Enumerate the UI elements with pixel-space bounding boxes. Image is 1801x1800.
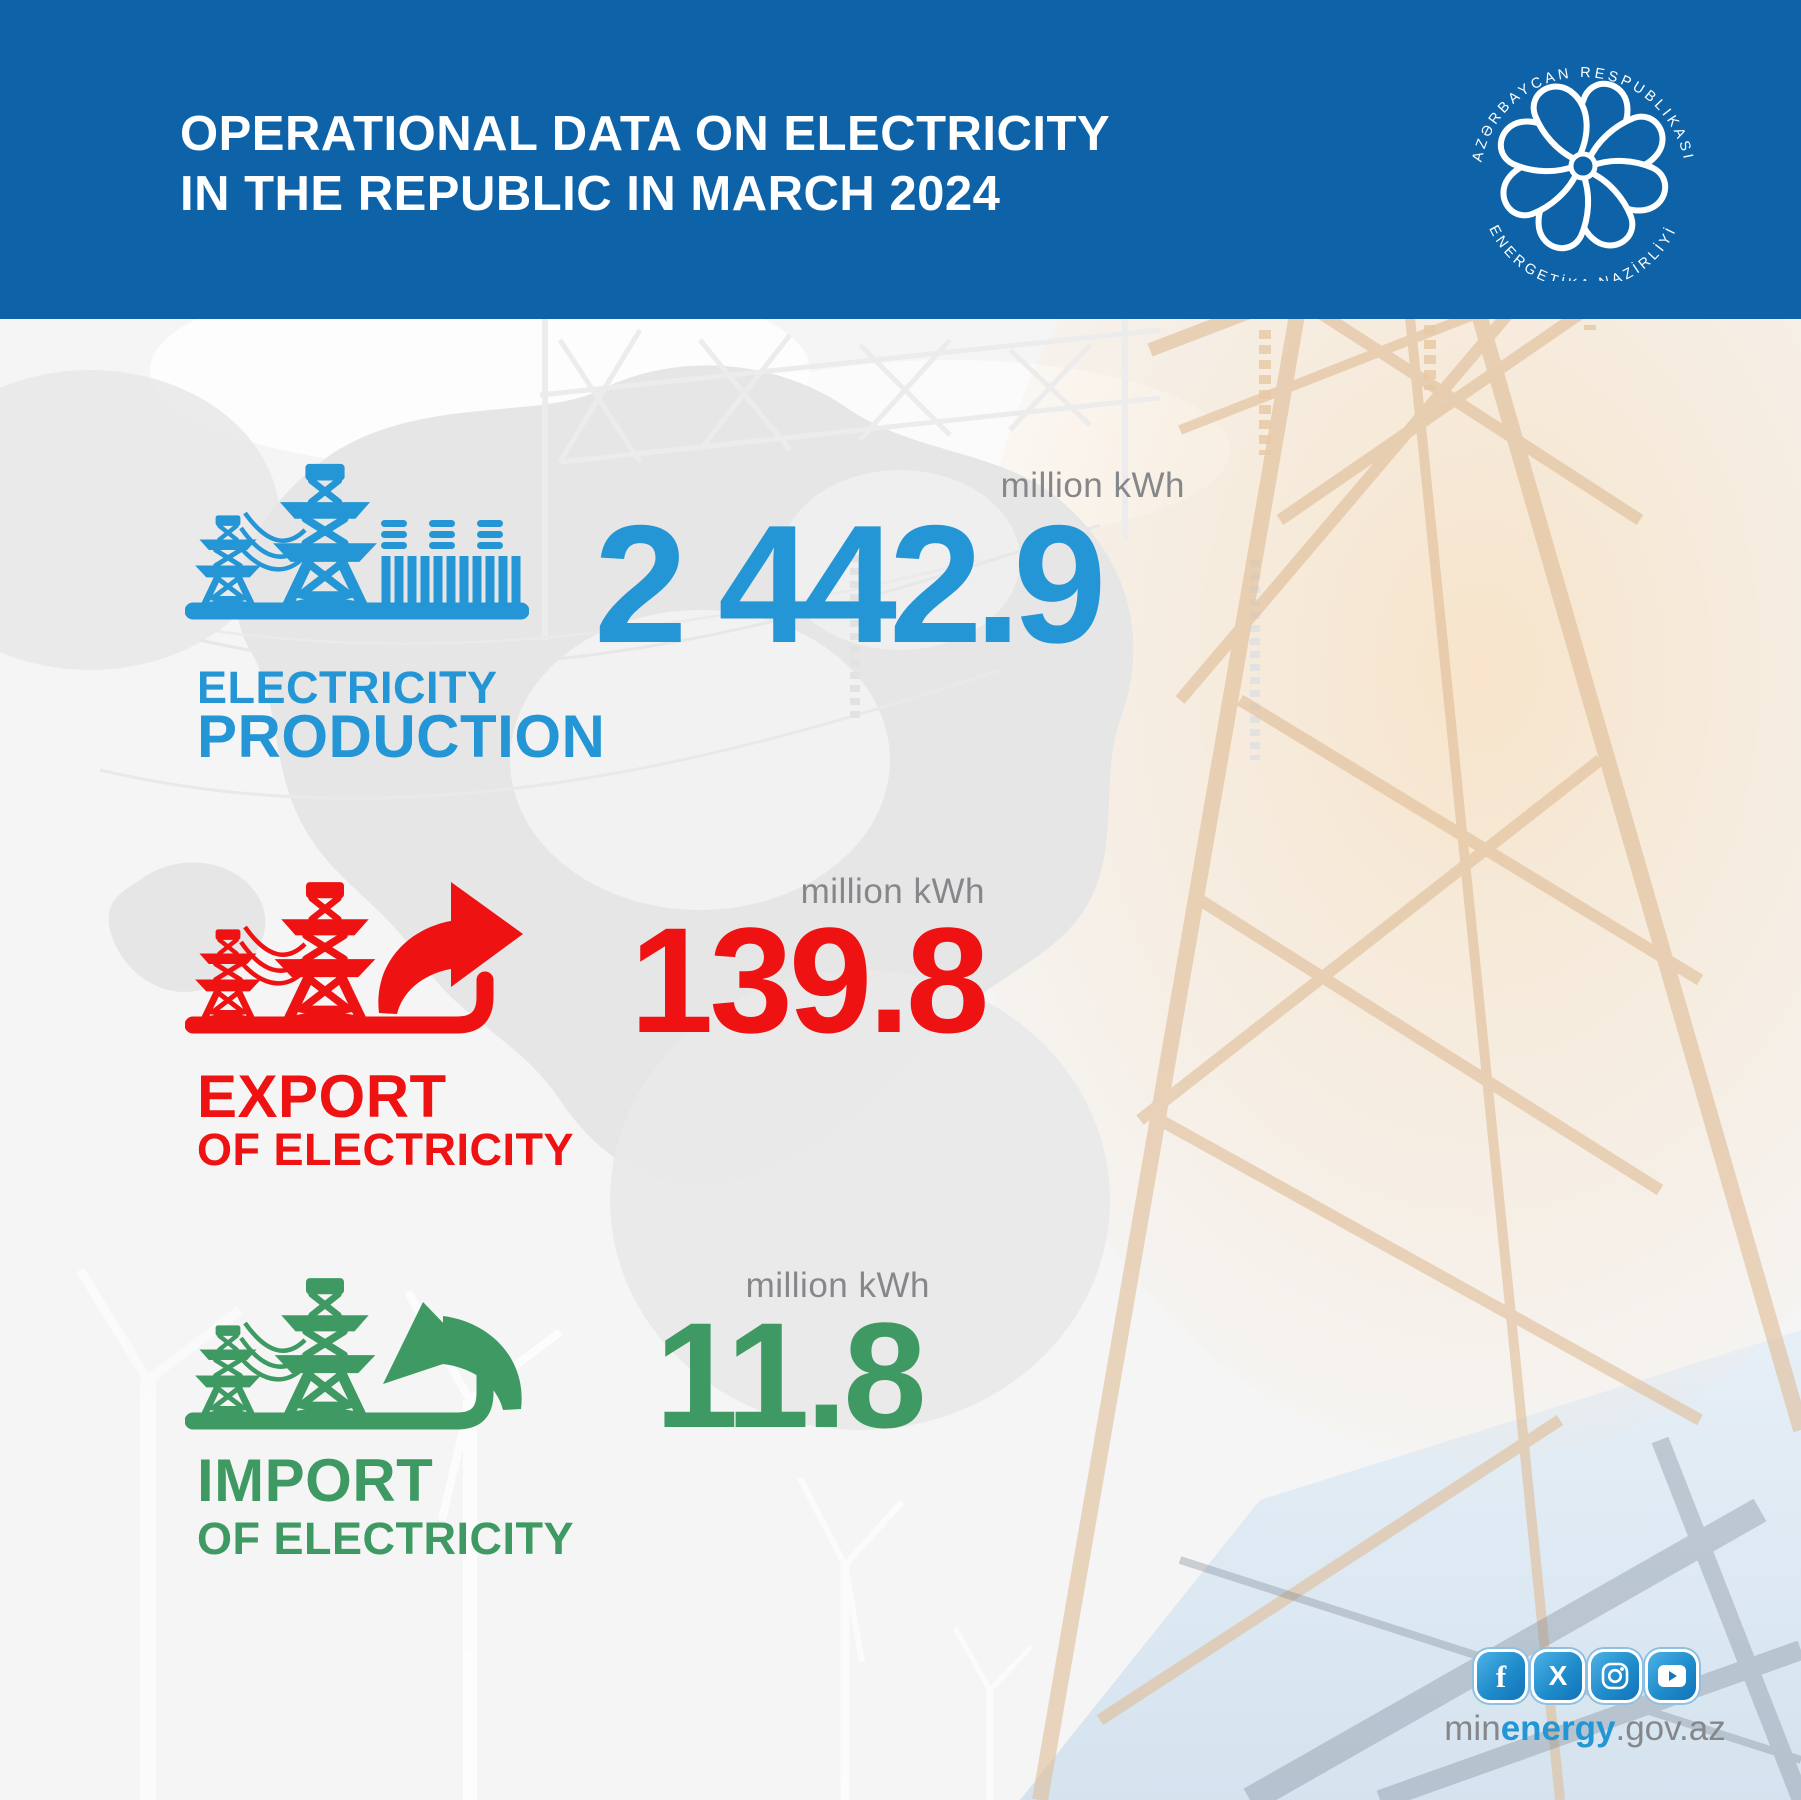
website-url[interactable]: minenergy.gov.az — [1395, 1708, 1775, 1750]
import-label-bottom: OF ELECTRICITY — [197, 1513, 574, 1564]
instagram-button[interactable] — [1591, 1652, 1639, 1700]
social-links: f X — [1477, 1652, 1696, 1700]
import-icon — [185, 1268, 522, 1430]
export-icon — [185, 872, 523, 1034]
faint-pylon-truss — [59, 300, 1161, 800]
large-pylon-icon — [273, 464, 377, 605]
import-unit: million kWh — [745, 1266, 930, 1305]
warm-lattice-tower — [1032, 93, 1801, 1800]
logo-pinwheel-icon — [1497, 80, 1669, 252]
page-title: OPERATIONAL DATA ON ELECTRICITY IN THE R… — [180, 104, 1110, 224]
site-prefix: min — [1444, 1709, 1501, 1748]
icon-base-bar — [185, 1363, 494, 1430]
power-wires — [235, 925, 307, 986]
power-wires — [235, 1321, 307, 1382]
import-value: 11.8 — [655, 1291, 927, 1459]
export-unit: million kWh — [800, 872, 985, 911]
instagram-icon — [1601, 1662, 1629, 1690]
insulator-strings-gray — [850, 555, 1260, 760]
site-highlight: energy — [1500, 1709, 1616, 1748]
import-label-top: IMPORT — [197, 1447, 434, 1514]
production-label-bottom: PRODUCTION — [197, 703, 606, 770]
production-value: 2 442.9 — [594, 490, 1107, 678]
power-plant-icon — [381, 520, 521, 603]
import-arrow-left — [383, 1302, 522, 1410]
large-pylon-icon — [275, 882, 376, 1019]
facebook-button[interactable]: f — [1477, 1652, 1525, 1700]
large-pylon-icon — [275, 1278, 376, 1415]
facebook-icon: f — [1495, 1658, 1507, 1694]
x-button[interactable]: X — [1534, 1652, 1582, 1700]
youtube-button[interactable] — [1648, 1652, 1696, 1700]
title-line-2: IN THE REPUBLIC IN MARCH 2024 — [180, 167, 1001, 221]
site-suffix: .gov.az — [1615, 1709, 1726, 1748]
export-label-bottom: OF ELECTRICITY — [197, 1124, 574, 1175]
export-label-top: EXPORT — [197, 1063, 447, 1130]
power-wires — [235, 511, 307, 572]
production-icon — [185, 458, 529, 620]
export-arrow-right — [378, 882, 523, 1014]
export-value: 139.8 — [630, 896, 989, 1064]
icon-base-bar — [185, 971, 494, 1034]
ministry-logo: AZƏRBAYCAN RESPUBLIKASI ENERGETİKA NAZİR… — [1470, 65, 1693, 281]
production-label-top: ELECTRICITY — [197, 662, 498, 713]
header-bar: OPERATIONAL DATA ON ELECTRICITY IN THE R… — [0, 0, 1801, 319]
production-unit: million kWh — [1000, 466, 1185, 505]
title-line-1: OPERATIONAL DATA ON ELECTRICITY — [180, 107, 1111, 161]
youtube-icon — [1658, 1665, 1686, 1687]
x-icon: X — [1548, 1660, 1568, 1691]
